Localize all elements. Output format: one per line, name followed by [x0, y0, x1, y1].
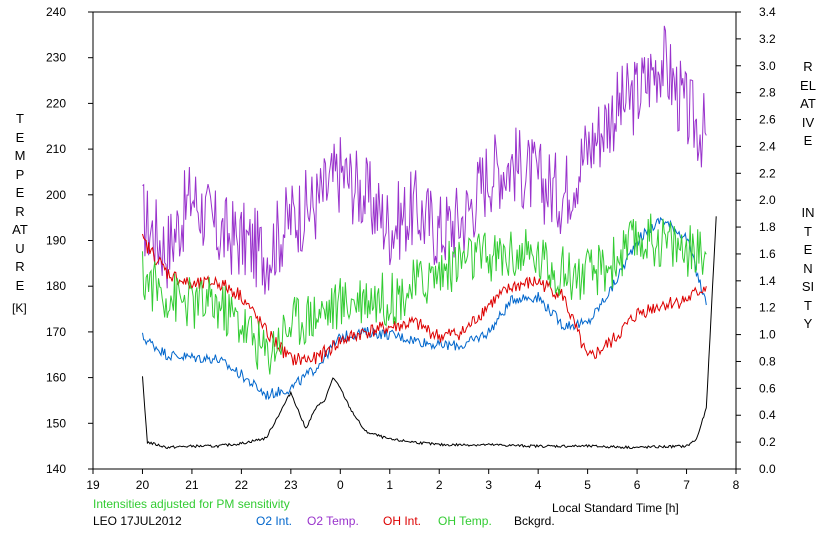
- right-tick-label: 0.2: [759, 435, 776, 449]
- series-line-o2-int: [142, 216, 707, 400]
- legend-entry: OH Int.: [383, 514, 422, 528]
- x-tick-label: 22: [235, 478, 249, 492]
- left-tick-label: 190: [46, 234, 66, 248]
- station-date: LEO 17JUL2012: [93, 514, 182, 528]
- left-tick-label: 220: [46, 96, 66, 110]
- right-tick-label: 0.4: [759, 408, 776, 422]
- left-tick-label: 140: [46, 462, 66, 476]
- series-line-o2-temp: [142, 25, 707, 295]
- right-tick-label: 2.2: [759, 166, 776, 180]
- right-tick-label: 2.8: [759, 86, 776, 100]
- right-tick-label: 1.4: [759, 274, 776, 288]
- left-tick-label: 200: [46, 188, 66, 202]
- right-tick-label: 2.6: [759, 113, 776, 127]
- left-tick-label: 150: [46, 416, 66, 430]
- series-line-bckgrd: [142, 216, 717, 450]
- left-tick-label: 230: [46, 51, 66, 65]
- x-tick-label: 6: [634, 478, 641, 492]
- left-tick-label: 170: [46, 325, 66, 339]
- x-tick-label: 8: [733, 478, 740, 492]
- series-line-oh-int: [142, 233, 707, 366]
- x-tick-label: 19: [86, 478, 100, 492]
- x-tick-label: 1: [386, 478, 393, 492]
- right-tick-label: 2.4: [759, 139, 776, 153]
- left-axis-ticks: 140 150 160 170 180 190 200 210 220 230 240: [46, 5, 93, 476]
- right-axis-ticks: 0.0 0.2 0.4 0.6 0.8 1.0 1.2 1.4 1.6 1.8 2.0 2.2 2.4 2…: [736, 5, 776, 476]
- x-axis-ticks: 19 20 21 22 23 0 1 2 3 4 5 6 7 8: [86, 469, 740, 492]
- right-axis-label-line2: INTENSITY: [801, 205, 815, 331]
- right-tick-label: 1.6: [759, 247, 776, 261]
- right-tick-label: 2.0: [759, 193, 776, 207]
- right-tick-label: 1.0: [759, 328, 776, 342]
- sensitivity-note: Intensities adjusted for PM sensitivity: [93, 497, 290, 511]
- x-tick-label: 5: [584, 478, 591, 492]
- right-tick-label: 0.8: [759, 354, 776, 368]
- right-tick-label: 3.4: [759, 5, 776, 19]
- left-axis-unit: [K]: [12, 301, 27, 315]
- legend-entry: O2 Temp.: [307, 514, 359, 528]
- legend-entry: Bckgrd.: [514, 514, 555, 528]
- legend-entry: O2 Int.: [256, 514, 293, 528]
- right-tick-label: 0.0: [759, 462, 776, 476]
- left-tick-label: 240: [46, 5, 66, 19]
- left-tick-label: 180: [46, 279, 66, 293]
- right-axis-label-line1: RELATIVE: [800, 59, 816, 148]
- x-tick-label: 4: [535, 478, 542, 492]
- right-tick-label: 0.6: [759, 381, 776, 395]
- x-tick-label: 21: [185, 478, 199, 492]
- right-tick-label: 1.2: [759, 301, 776, 315]
- left-tick-label: 160: [46, 371, 66, 385]
- series-line-oh-temp: [142, 213, 707, 375]
- x-tick-label: 2: [436, 478, 443, 492]
- left-tick-label: 210: [46, 142, 66, 156]
- left-axis-label: TEMPERATURE: [12, 111, 28, 293]
- x-axis-label: Local Standard Time [h]: [552, 501, 679, 515]
- right-tick-label: 3.2: [759, 32, 776, 46]
- x-tick-label: 23: [284, 478, 298, 492]
- legend-entry: OH Temp.: [438, 514, 492, 528]
- right-tick-label: 3.0: [759, 59, 776, 73]
- x-tick-label: 3: [485, 478, 492, 492]
- x-tick-label: 0: [337, 478, 344, 492]
- x-tick-label: 20: [136, 478, 150, 492]
- x-tick-label: 7: [683, 478, 690, 492]
- series-layer: [142, 25, 717, 450]
- right-tick-label: 1.8: [759, 220, 776, 234]
